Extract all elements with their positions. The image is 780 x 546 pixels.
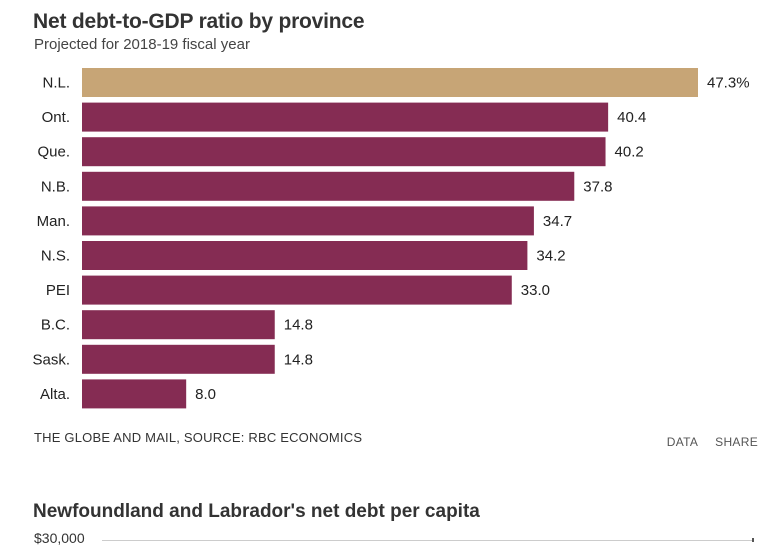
value-label: 14.8: [284, 351, 313, 368]
bar[interactable]: [82, 206, 534, 236]
chart-title: Net debt-to-GDP ratio by province: [33, 10, 365, 33]
category-label: N.B.: [41, 178, 70, 195]
bar[interactable]: [82, 310, 275, 340]
category-label: Sask.: [32, 351, 70, 368]
category-label: Ont.: [42, 109, 70, 126]
category-label: Man.: [37, 213, 70, 230]
bar[interactable]: [82, 379, 187, 409]
value-label: 14.8: [284, 317, 313, 334]
value-label: 8.0: [195, 386, 216, 403]
value-label: 40.2: [615, 144, 644, 161]
category-label: N.L.: [42, 75, 70, 92]
chart2-title: Newfoundland and Labrador's net debt per…: [33, 501, 480, 522]
category-label: N.S.: [41, 248, 70, 265]
net-debt-per-capita-chart: Newfoundland and Labrador's net debt per…: [0, 490, 780, 546]
bar[interactable]: [82, 171, 575, 201]
bar-chart-svg: N.L. 47.3% Ont. 40.4 Que. 40.2 N.B. 37.8 Man. 34.…: [32, 68, 750, 409]
value-label: 34.7: [543, 213, 572, 230]
source-credit: THE GLOBE AND MAIL, SOURCE: RBC ECONOMIC…: [34, 430, 363, 445]
category-label: PEI: [46, 282, 70, 299]
bar[interactable]: [82, 68, 698, 97]
data-button[interactable]: DATA: [666, 435, 698, 449]
chart-actions: DATA SHARE: [653, 435, 758, 449]
bar[interactable]: [82, 275, 512, 305]
axis-tick-mark: [752, 538, 754, 542]
bar[interactable]: [82, 102, 609, 132]
value-label: 40.4: [617, 109, 646, 126]
value-label: 47.3%: [707, 75, 750, 92]
share-button[interactable]: SHARE: [715, 435, 758, 449]
chart-subtitle: Projected for 2018-19 fiscal year: [34, 36, 250, 53]
bar[interactable]: [82, 137, 606, 167]
value-label: 37.8: [583, 178, 612, 195]
bar[interactable]: [82, 241, 528, 270]
category-label: Alta.: [40, 386, 70, 403]
category-label: B.C.: [41, 317, 70, 334]
value-label: 34.2: [536, 248, 565, 265]
category-label: Que.: [37, 144, 70, 161]
debt-to-gdp-chart: Net debt-to-GDP ratio by province Projec…: [32, 10, 758, 449]
bar[interactable]: [82, 344, 275, 374]
value-label: 33.0: [521, 282, 550, 299]
y-tick-label: $30,000: [34, 530, 85, 546]
gridline: [102, 540, 752, 541]
